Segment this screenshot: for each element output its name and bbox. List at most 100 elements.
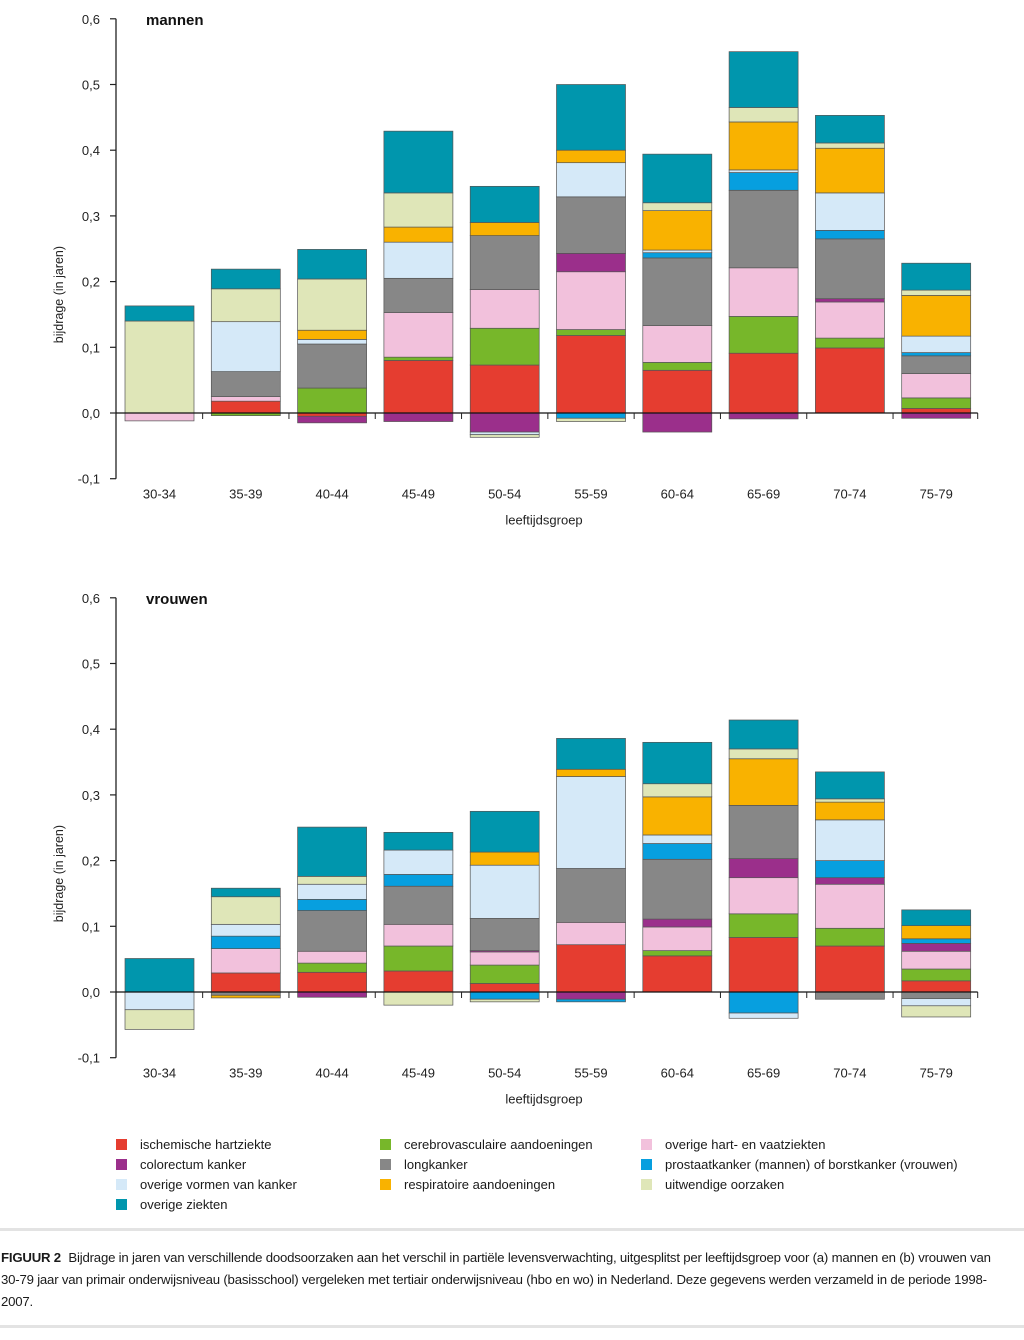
- y-tick-label: 0,6: [82, 591, 100, 606]
- y-axis-label: bijdrage (in jaren): [52, 246, 66, 343]
- bar-segment-colorectum: [728, 858, 799, 879]
- bar-segment-overige_hart: [642, 926, 713, 951]
- legend-swatch: [641, 1138, 652, 1150]
- legend-swatch: [380, 1158, 391, 1170]
- bar-segment-prostaat_borst: [383, 874, 454, 887]
- bar-segment-overige_hart: [383, 923, 454, 947]
- bar-segment-uitwendige: [124, 1009, 195, 1030]
- bar-segment-overige_ziekten: [901, 909, 972, 926]
- bar-segment-respiratoir: [901, 925, 972, 940]
- legend-label: colorectum kanker: [140, 1156, 247, 1172]
- y-tick-label: 0,0: [82, 985, 100, 1000]
- bar-segment-overige_kanker: [556, 776, 626, 869]
- bar-segment-overige_hart: [210, 396, 281, 402]
- bar-segment-overige_ziekten: [469, 185, 540, 223]
- x-tick-label: 45-49: [402, 487, 435, 502]
- legend-label: overige vormen van kanker: [140, 1176, 297, 1192]
- bar-segment-overige_ziekten: [124, 958, 195, 993]
- bar-segment-cerebro: [728, 316, 799, 354]
- y-tick-label: 0,2: [82, 275, 100, 290]
- x-axis-label: leeftijdsgroep: [505, 513, 582, 528]
- bar-segment-overige_ziekten: [642, 153, 713, 204]
- legend-label: overige hart- en vaatziekten: [665, 1136, 826, 1152]
- bar-segment-prostaat_borst: [556, 998, 626, 1003]
- bar-segment-respiratoir: [469, 851, 540, 866]
- bar-group-60-64: [642, 153, 713, 433]
- y-tick-label: 0,3: [82, 209, 100, 224]
- bar-segment-respiratoir: [642, 796, 713, 836]
- caption-text: Bijdrage in jaren van verschillende dood…: [1, 1250, 991, 1309]
- bar-segment-cerebro: [642, 950, 713, 957]
- x-tick-label: 65-69: [747, 1066, 780, 1081]
- bar-segment-prostaat_borst: [815, 860, 885, 879]
- bar-segment-ischemisch: [728, 352, 799, 414]
- bar-segment-ischemisch: [383, 970, 454, 993]
- bar-segment-colorectum: [642, 918, 713, 928]
- bar-segment-cerebro: [728, 913, 799, 938]
- bar-group-45-49: [383, 130, 454, 422]
- legend-swatch: [116, 1198, 127, 1210]
- bar-segment-overige_kanker: [556, 162, 626, 198]
- bar-segment-ischemisch: [556, 944, 626, 993]
- bar-segment-prostaat_borst: [642, 843, 713, 860]
- legend-swatch: [641, 1158, 652, 1170]
- bar-segment-overige_hart: [901, 950, 972, 970]
- bar-segment-long: [383, 885, 454, 925]
- bar-segment-long: [383, 277, 454, 313]
- bar-segment-prostaat_borst: [210, 935, 281, 949]
- bar-segment-ischemisch: [815, 347, 885, 414]
- bar-segment-overige_hart: [210, 948, 281, 974]
- bar-segment-overige_kanker: [728, 1012, 799, 1019]
- legend-label: uitwendige oorzaken: [665, 1176, 785, 1192]
- bar-segment-uitwendige: [556, 417, 626, 422]
- bar-group-75-79: [901, 262, 972, 419]
- bar-segment-cerebro: [469, 964, 540, 984]
- bar-group-30-34: [124, 305, 195, 422]
- y-tick-label: 0,4: [82, 722, 100, 737]
- bar-segment-ischemisch: [297, 971, 367, 993]
- x-tick-label: 30-34: [143, 487, 176, 502]
- bar-segment-colorectum: [815, 877, 885, 885]
- bar-segment-cerebro: [297, 387, 367, 414]
- bar-segment-colorectum: [383, 412, 454, 422]
- bar-segment-uitwendige: [383, 991, 454, 1006]
- x-tick-label: 70-74: [833, 487, 866, 502]
- bar-group-30-34: [124, 958, 195, 1030]
- bar-segment-long: [728, 189, 799, 269]
- bar-segment-overige_hart: [124, 412, 195, 422]
- bar-segment-ischemisch: [815, 945, 885, 993]
- bar-segment-ischemisch: [901, 408, 972, 414]
- bar-segment-uitwendige: [901, 289, 972, 296]
- legend-item-overige_ziekten: overige ziekten: [116, 1195, 227, 1213]
- bar-segment-overige_hart: [556, 271, 626, 330]
- bar-segment-overige_hart: [469, 951, 540, 966]
- bar-group-65-69: [728, 719, 799, 1019]
- bar-group-40-44: [297, 249, 367, 424]
- caption-label: FIGUUR 2: [1, 1250, 61, 1265]
- bar-segment-long: [469, 235, 540, 290]
- bar-segment-colorectum: [815, 298, 885, 303]
- y-tick-label: 0,3: [82, 788, 100, 803]
- bar-segment-colorectum: [901, 412, 972, 419]
- bar-group-45-49: [383, 831, 454, 1006]
- bar-segment-respiratoir: [469, 222, 540, 236]
- bar-segment-long: [469, 918, 540, 951]
- y-tick-label: 0,1: [82, 919, 100, 934]
- bar-segment-uitwendige: [901, 1005, 972, 1018]
- figure-caption-box: FIGUUR 2 Bijdrage in jaren van verschill…: [0, 1228, 1024, 1328]
- bar-segment-long: [210, 371, 281, 397]
- bar-segment-respiratoir: [728, 758, 799, 806]
- bar-segment-colorectum: [297, 991, 367, 998]
- bar-segment-cerebro: [901, 968, 972, 982]
- legend-item-overige_kanker: overige vormen van kanker: [116, 1175, 297, 1193]
- bar-group-70-74: [815, 771, 885, 1000]
- bar-segment-uitwendige: [469, 434, 540, 438]
- legend-item-long: longkanker: [380, 1155, 468, 1173]
- bar-segment-ischemisch: [383, 360, 454, 414]
- bar-segment-overige_ziekten: [728, 51, 799, 108]
- bar-segment-overige_ziekten: [124, 305, 195, 322]
- bar-segment-respiratoir: [210, 994, 281, 999]
- bar-segment-ischemisch: [642, 369, 713, 414]
- bar-segment-overige_ziekten: [469, 810, 540, 853]
- x-tick-label: 75-79: [920, 487, 953, 502]
